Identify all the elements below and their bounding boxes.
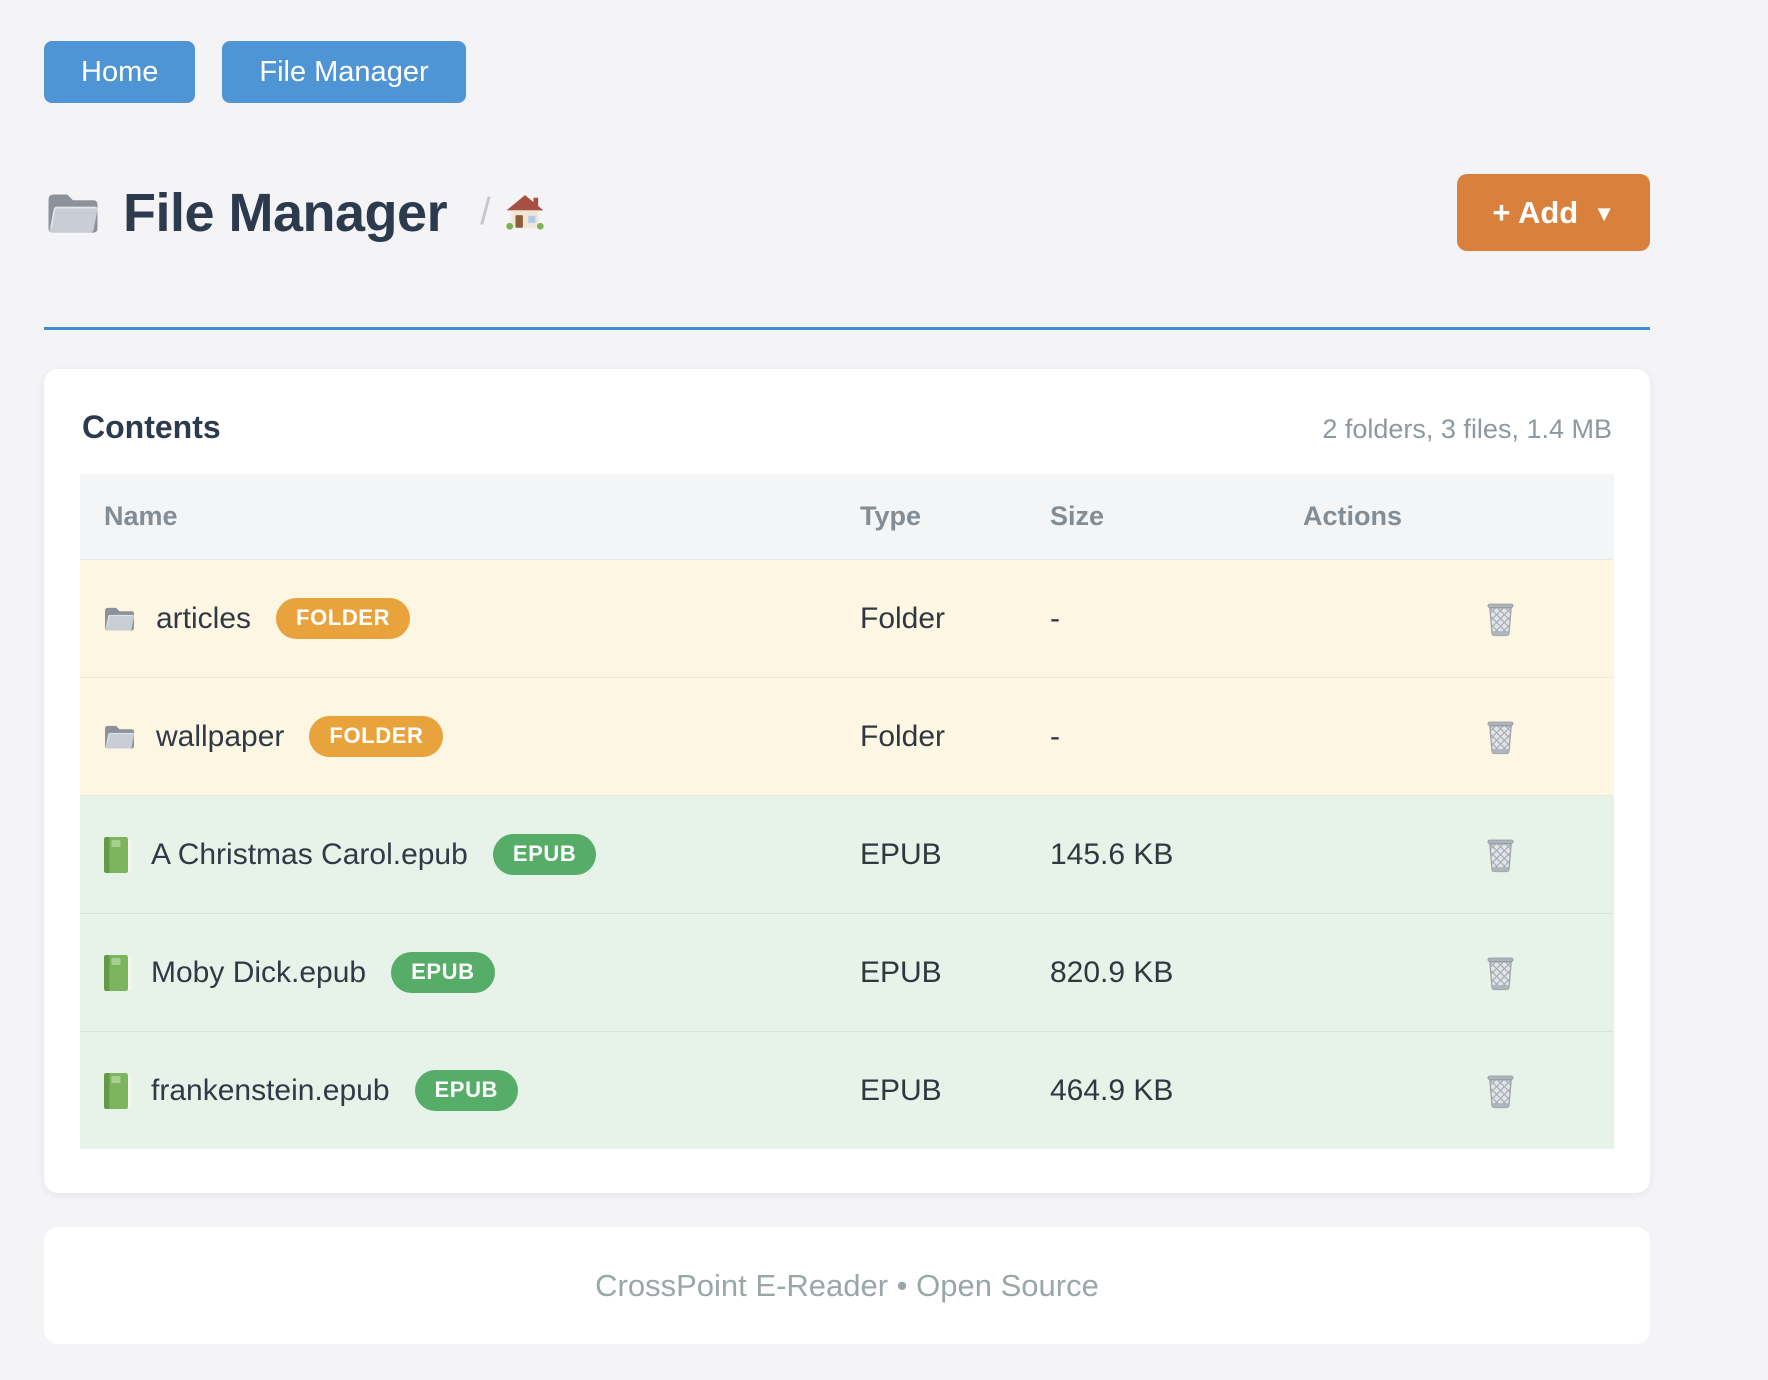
file-type: Folder <box>860 559 1050 678</box>
file-name[interactable]: frankenstein.epub <box>151 1073 390 1107</box>
contents-card: Contents 2 folders, 3 files, 1.4 MB Name… <box>44 369 1650 1193</box>
column-header-actions: Actions <box>1303 474 1614 560</box>
contents-heading: Contents <box>82 409 221 445</box>
trash-icon <box>1485 835 1516 874</box>
file-type: EPUB <box>860 1031 1050 1149</box>
add-button-label: + Add <box>1492 194 1579 230</box>
table-row[interactable]: Moby Dick.epub EPUB EPUB 820.9 KB <box>80 913 1614 1032</box>
table-row[interactable]: frankenstein.epub EPUB EPUB 464.9 KB <box>80 1031 1614 1149</box>
file-size: 145.6 KB <box>1050 795 1303 914</box>
epub-badge: EPUB <box>492 834 597 875</box>
book-icon <box>102 1072 132 1110</box>
file-type: Folder <box>860 677 1050 796</box>
delete-button[interactable] <box>1485 717 1516 756</box>
delete-button[interactable] <box>1485 599 1516 638</box>
file-name[interactable]: Moby Dick.epub <box>151 955 367 989</box>
table-row[interactable]: wallpaper FOLDER Folder - <box>80 677 1614 796</box>
column-header-type: Type <box>860 474 1050 560</box>
nav-home-button[interactable]: Home <box>44 41 196 103</box>
trash-icon <box>1485 717 1516 756</box>
trash-icon <box>1485 599 1516 638</box>
epub-badge: EPUB <box>391 952 495 993</box>
delete-button[interactable] <box>1485 835 1516 874</box>
column-header-size: Size <box>1050 474 1303 560</box>
delete-button[interactable] <box>1485 953 1516 992</box>
footer-text: CrossPoint E-Reader • Open Source <box>595 1267 1099 1303</box>
page-title: File Manager <box>123 182 448 243</box>
folder-badge: FOLDER <box>276 598 411 639</box>
table-row[interactable]: articles FOLDER Folder - <box>80 559 1614 678</box>
page-container: Home File Manager File Manager / + Add ▼… <box>44 0 1650 1344</box>
file-type: EPUB <box>860 795 1050 914</box>
file-size: - <box>1050 677 1303 796</box>
folder-badge: FOLDER <box>309 716 444 757</box>
table-header-row: Name Type Size Actions <box>80 474 1614 560</box>
file-name[interactable]: articles <box>156 601 252 635</box>
column-header-name: Name <box>80 474 860 560</box>
file-name[interactable]: A Christmas Carol.epub <box>151 837 468 871</box>
file-size: 820.9 KB <box>1050 913 1303 1032</box>
epub-badge: EPUB <box>414 1070 519 1111</box>
file-table: Name Type Size Actions articles FOLDER F… <box>80 474 1614 1149</box>
file-name[interactable]: wallpaper <box>156 719 285 753</box>
page-header: File Manager / + Add ▼ <box>44 174 1650 251</box>
table-row[interactable]: A Christmas Carol.epub EPUB EPUB 145.6 K… <box>80 795 1614 914</box>
folder-icon <box>44 188 102 237</box>
footer: CrossPoint E-Reader • Open Source <box>44 1227 1650 1344</box>
trash-icon <box>1485 953 1516 992</box>
file-size: - <box>1050 559 1303 678</box>
house-icon[interactable] <box>506 194 544 231</box>
header-divider <box>44 327 1650 330</box>
folder-icon <box>102 604 137 633</box>
file-size: 464.9 KB <box>1050 1031 1303 1149</box>
trash-icon <box>1485 1071 1516 1110</box>
page-title-group: File Manager / <box>44 182 544 244</box>
file-type: EPUB <box>860 913 1050 1032</box>
add-button[interactable]: + Add ▼ <box>1457 174 1650 251</box>
top-nav: Home File Manager <box>44 0 1650 103</box>
book-icon <box>102 836 132 874</box>
book-icon <box>102 954 132 992</box>
folder-icon <box>102 722 137 751</box>
contents-summary: 2 folders, 3 files, 1.4 MB <box>1322 414 1612 444</box>
nav-file-manager-button[interactable]: File Manager <box>222 41 466 103</box>
breadcrumb-separator: / <box>480 191 491 233</box>
delete-button[interactable] <box>1485 1071 1516 1110</box>
chevron-down-icon: ▼ <box>1593 200 1615 226</box>
contents-card-header: Contents 2 folders, 3 files, 1.4 MB <box>80 409 1614 446</box>
